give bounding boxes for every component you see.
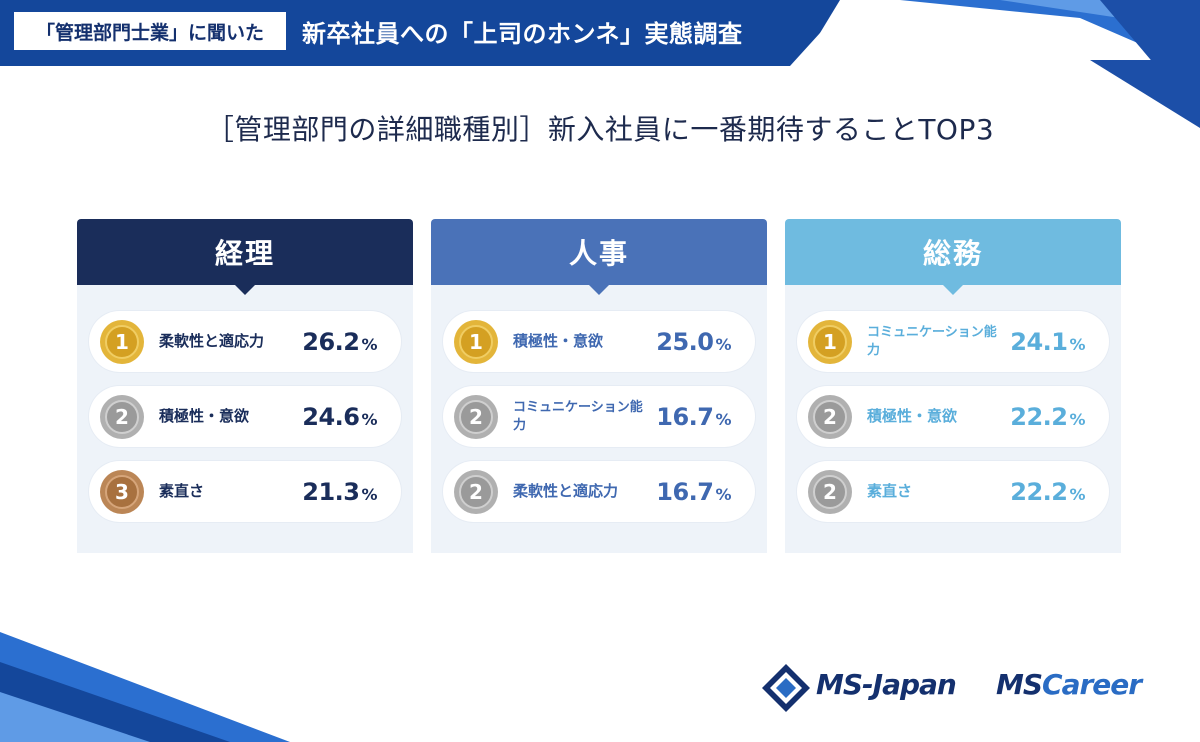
item-label: 積極性・意欲 [867,407,958,426]
item-label: 素直さ [867,482,913,501]
rank-row: 1 積極性・意欲 25.0% [443,311,755,372]
item-percentage: 22.2% [1010,477,1085,506]
medal-rank: 2 [823,480,837,504]
panel-body: 1 柔軟性と適応力 26.2% 2 積極性・意欲 24.6% 3 素直さ 21.… [77,285,413,553]
medal-rank: 2 [115,405,129,429]
medal-rank: 1 [115,330,129,354]
header-tag: 「管理部門士業」に聞いた [14,12,286,50]
panel-soumu: 総務 1 コミュニケーション能力 24.1% 2 積極性・意欲 22.2% 2 … [785,219,1121,553]
item-label: コミュニケーション能力 [513,399,643,433]
item-percentage: 24.1% [1010,327,1085,356]
medal-rank: 2 [823,405,837,429]
panel-keiri: 経理 1 柔軟性と適応力 26.2% 2 積極性・意欲 24.6% 3 素直さ … [77,219,413,553]
medal-rank: 2 [469,480,483,504]
page-title: ［管理部門の詳細職種別］新入社員に一番期待することTOP3 [205,113,995,146]
rank-row: 3 素直さ 21.3% [89,461,401,522]
rank-row: 1 柔軟性と適応力 26.2% [89,311,401,372]
panel-jinji: 人事 1 積極性・意欲 25.0% 2 コミュニケーション能力 16.7% 2 … [431,219,767,553]
item-percentage: 24.6% [302,402,377,431]
panel-title: 経理 [214,237,275,270]
panel-arrow [942,284,964,295]
header-banner: 「管理部門士業」に聞いた 新卒社員への「上司のホンネ」実態調査 [0,0,1200,66]
item-label: 素直さ [159,482,205,501]
gold-medal-icon: 1 [808,320,852,364]
panel-title: 総務 [922,237,983,270]
rank-row: 2 積極性・意欲 24.6% [89,386,401,447]
rank-row: 2 積極性・意欲 22.2% [797,386,1109,447]
gold-medal-icon: 1 [454,320,498,364]
item-label: 柔軟性と適応力 [513,482,619,501]
panel-title: 人事 [568,237,629,270]
silver-medal-icon: 2 [454,395,498,439]
silver-medal-icon: 2 [100,395,144,439]
gold-medal-icon: 1 [100,320,144,364]
panel-header: 経理 [77,219,413,295]
panel-arrow [588,284,610,295]
ms-japan-logo-text: MS-Japan [816,668,957,701]
bronze-medal-icon: 3 [100,470,144,514]
medal-rank: 2 [469,405,483,429]
item-percentage: 22.2% [1010,402,1085,431]
ms-japan-logo-icon [762,664,810,712]
medal-rank: 1 [823,330,837,354]
corner-decoration [1090,60,1200,128]
item-percentage: 25.0% [656,327,731,356]
item-label: 積極性・意欲 [159,407,250,426]
item-percentage: 16.7% [656,477,731,506]
silver-medal-icon: 2 [808,395,852,439]
rank-row: 1 コミュニケーション能力 24.1% [797,311,1109,372]
silver-medal-icon: 2 [454,470,498,514]
item-percentage: 21.3% [302,477,377,506]
item-label: 柔軟性と適応力 [159,332,265,351]
rank-row: 2 素直さ 22.2% [797,461,1109,522]
ms-career-logo: MSCareer [996,668,1142,701]
panel-body: 1 コミュニケーション能力 24.1% 2 積極性・意欲 22.2% 2 素直さ… [785,285,1121,553]
panel-body: 1 積極性・意欲 25.0% 2 コミュニケーション能力 16.7% 2 柔軟性… [431,285,767,553]
item-label: コミュニケーション能力 [867,324,997,358]
panel-arrow [234,284,256,295]
panel-header: 人事 [431,219,767,295]
item-percentage: 26.2% [302,327,377,356]
medal-rank: 3 [115,480,129,504]
silver-medal-icon: 2 [808,470,852,514]
header-title: 新卒社員への「上司のホンネ」実態調査 [302,19,743,48]
bottom-left-decoration [0,632,290,742]
item-label: 積極性・意欲 [513,332,604,351]
logos: MS-Japan MSCareer [760,656,1180,724]
medal-rank: 1 [469,330,483,354]
item-percentage: 16.7% [656,402,731,431]
rank-row: 2 柔軟性と適応力 16.7% [443,461,755,522]
panel-header: 総務 [785,219,1121,295]
rank-row: 2 コミュニケーション能力 16.7% [443,386,755,447]
